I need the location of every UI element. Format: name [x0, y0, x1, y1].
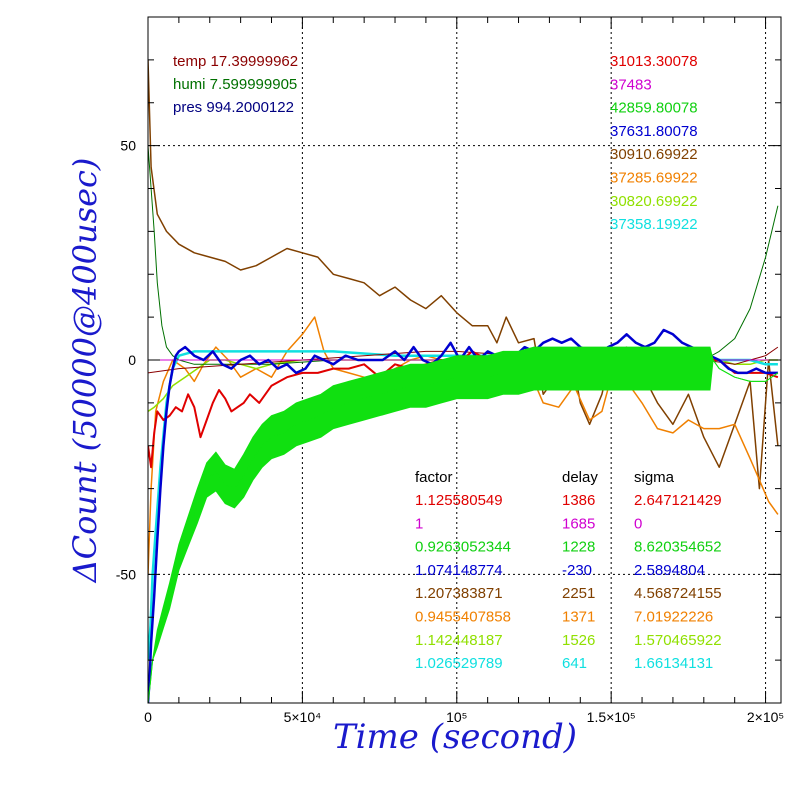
table-cell-factor: 1.125580549: [415, 492, 503, 509]
series-line-0: [148, 59, 779, 490]
channel-value: 42859.80078: [610, 100, 698, 117]
table-cell-sigma: 2.5894804: [634, 562, 705, 579]
table-cell-sigma: 0: [634, 515, 642, 532]
x-tick-label: 0: [144, 709, 152, 725]
table-cell-delay: 1526: [562, 632, 595, 649]
channel-value: 37631.80078: [610, 123, 698, 140]
table-cell-delay: 1685: [562, 515, 595, 532]
table-cell-factor: 1: [415, 515, 423, 532]
table-cell-sigma: 4.568724155: [634, 585, 722, 602]
env-reading: pres 994.2000122: [173, 99, 294, 116]
table-cell-sigma: 1.570465922: [634, 632, 722, 649]
channel-value: 37358.19922: [610, 216, 698, 233]
table-cell-factor: 1.074148774: [415, 562, 503, 579]
x-tick-label: 2×10⁵: [747, 709, 784, 725]
table-cell-delay: 1371: [562, 609, 595, 626]
y-tick-label: 50: [120, 138, 136, 154]
table-cell-delay: 1386: [562, 492, 595, 509]
plot-frame: [147, 16, 782, 704]
env-reading: temp 17.39999962: [173, 53, 298, 70]
table-cell-factor: 0.9455407858: [415, 609, 511, 626]
table-header: factor: [415, 469, 453, 486]
table-header: sigma: [634, 469, 675, 486]
table-cell-factor: 0.9263052344: [415, 539, 511, 556]
table-cell-delay: 641: [562, 655, 587, 672]
y-tick-label: -50: [116, 566, 136, 582]
x-axis-label: Time (second): [333, 717, 577, 757]
series-line-10: [148, 359, 779, 703]
table-cell-factor: 1.142448187: [415, 632, 503, 649]
channel-values: 31013.30078 37483 42859.80078 37631.80078 30…: [610, 53, 698, 233]
channel-value: 30820.69922: [610, 193, 698, 210]
series-line-5: [148, 346, 779, 374]
channel-value: 37285.69922: [610, 170, 698, 187]
table-cell-factor: 1.026529789: [415, 655, 503, 672]
channel-value: 30910.69922: [610, 146, 698, 163]
y-tick-label: 0: [128, 352, 136, 368]
table-header: delay: [562, 469, 598, 486]
x-tick-label: 1.5×10⁵: [587, 709, 636, 725]
tick-labels: 0 5×10⁴ 10⁵ 1.5×10⁵ 2×10⁵ 50 0 -50: [116, 138, 784, 725]
channel-value: 37483: [610, 76, 652, 93]
table-cell-factor: 1.207383871: [415, 585, 503, 602]
x-tick-label: 5×10⁴: [284, 709, 322, 725]
table-cell-delay: 2251: [562, 585, 595, 602]
series-group: [148, 59, 779, 703]
axis-ticks: [147, 16, 781, 704]
table-cell-sigma: 2.647121429: [634, 492, 722, 509]
table-cell-sigma: 1.66134131: [634, 655, 713, 672]
table-cell-sigma: 8.620354652: [634, 539, 722, 556]
calibration-table: factor delay sigma 1.125580549 1386 2.6471214…: [415, 469, 722, 672]
table-cell-sigma: 7.01922226: [634, 609, 713, 626]
channel-value: 31013.30078: [610, 53, 698, 70]
env-reading: humi 7.599999905: [173, 76, 297, 93]
y-axis-label: ΔCount (50000@400usec): [66, 158, 104, 585]
x-tick-label: 10⁵: [446, 709, 467, 725]
table-cell-delay: -230: [562, 562, 592, 579]
table-cell-delay: 1228: [562, 539, 595, 556]
environment-readings: temp 17.39999962 humi 7.599999905 pres 994…: [173, 53, 298, 116]
